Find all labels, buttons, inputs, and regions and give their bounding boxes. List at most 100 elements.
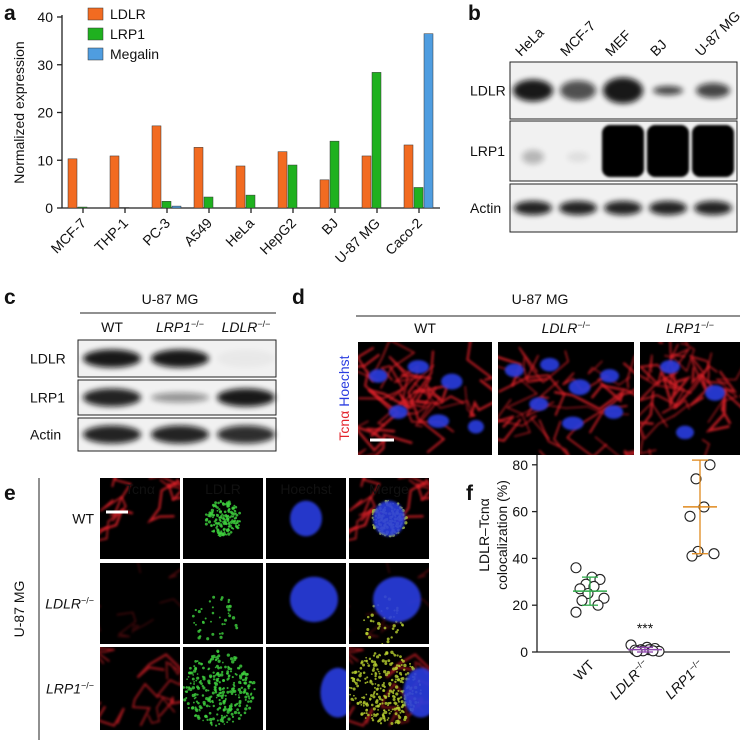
green-speck — [243, 690, 246, 693]
nucleus — [290, 577, 338, 622]
green-speck — [195, 624, 197, 626]
green-speck — [349, 687, 351, 689]
green-speck — [228, 509, 230, 511]
bar — [320, 180, 329, 208]
green-speck — [226, 678, 228, 680]
red-stain — [632, 304, 663, 343]
green-speck — [371, 614, 374, 617]
green-speck — [233, 658, 236, 661]
green-speck — [190, 682, 192, 684]
green-speck — [186, 678, 188, 680]
lane-label-sup: −/− — [191, 319, 204, 329]
green-speck — [252, 697, 254, 699]
green-speck — [212, 606, 214, 608]
stain-red: Tcnα — [336, 411, 352, 441]
y-tick-label: 40 — [37, 9, 53, 25]
green-speck — [360, 712, 363, 715]
lane-label: HeLa — [512, 24, 547, 59]
green-speck — [209, 600, 211, 602]
green-speck — [396, 671, 398, 673]
green-speck — [215, 522, 217, 524]
green-speck — [375, 705, 377, 707]
green-speck — [350, 698, 353, 701]
green-speck — [226, 519, 229, 522]
x-tick-label: WT — [570, 656, 597, 683]
green-speck — [367, 714, 370, 717]
green-speck — [222, 662, 224, 664]
green-speck — [221, 715, 223, 717]
green-speck — [356, 678, 359, 681]
green-speck — [206, 637, 209, 640]
green-speck — [388, 717, 390, 719]
legend-swatch — [88, 48, 103, 60]
green-speck — [222, 679, 225, 682]
green-speck — [197, 687, 200, 690]
green-speck — [400, 674, 402, 676]
green-speck — [350, 687, 352, 689]
green-speck — [252, 681, 255, 684]
green-speck — [217, 667, 220, 670]
green-speck — [362, 663, 365, 666]
green-speck — [235, 694, 237, 696]
green-speck — [211, 633, 214, 636]
green-speck — [197, 673, 199, 675]
green-speck — [232, 716, 234, 718]
panel-letter: b — [468, 2, 481, 25]
green-speck — [182, 686, 185, 689]
green-speck — [239, 676, 242, 679]
lane-label: MCF-7 — [557, 17, 599, 59]
green-speck — [185, 690, 188, 693]
green-speck — [383, 670, 386, 673]
green-speck — [366, 676, 368, 678]
green-speck — [204, 715, 207, 718]
bar — [372, 72, 381, 208]
green-speck — [232, 676, 234, 678]
green-speck — [208, 696, 211, 699]
y-tick-label: 10 — [37, 152, 53, 168]
nucleus — [290, 501, 322, 537]
nucleus — [529, 397, 548, 411]
green-speck — [219, 633, 221, 635]
green-speck — [246, 704, 248, 706]
significance: *** — [637, 620, 654, 636]
y-tick-label: 0 — [45, 200, 53, 216]
green-speck — [194, 667, 197, 670]
green-speck — [205, 618, 207, 620]
green-speck — [380, 722, 382, 724]
nucleus — [600, 369, 619, 383]
green-speck — [228, 614, 231, 617]
legend-swatch — [88, 28, 103, 40]
green-speck — [378, 676, 381, 679]
green-speck — [395, 678, 397, 680]
green-speck — [223, 514, 225, 516]
green-speck — [209, 660, 211, 662]
lane-label: LDLR−/− — [222, 319, 271, 335]
green-speck — [373, 654, 375, 656]
green-speck — [236, 514, 239, 517]
green-speck — [389, 702, 391, 704]
green-speck — [397, 705, 399, 707]
stain-label: Tcnα Hoechst — [336, 355, 352, 440]
green-speck — [220, 673, 223, 676]
green-speck — [227, 533, 230, 536]
green-speck — [393, 624, 396, 627]
nucleus — [505, 363, 524, 377]
green-speck — [399, 665, 401, 667]
green-speck — [226, 605, 229, 608]
row-label: LRP1 — [470, 143, 505, 159]
green-speck — [189, 671, 192, 674]
bar — [246, 195, 255, 208]
y-axis-label: Normalized expression — [11, 41, 27, 183]
nucleus — [604, 405, 623, 419]
column-label-base: LRP1 — [666, 320, 701, 336]
green-speck — [228, 674, 230, 676]
green-speck — [384, 627, 387, 630]
green-speck — [218, 508, 220, 510]
green-speck — [208, 690, 210, 692]
green-speck — [236, 708, 239, 711]
green-speck — [377, 622, 380, 625]
green-speck — [391, 691, 394, 694]
x-tick-label: LDLR−/− — [606, 657, 652, 703]
lane-label: WT — [101, 319, 123, 335]
green-speck — [373, 694, 375, 696]
